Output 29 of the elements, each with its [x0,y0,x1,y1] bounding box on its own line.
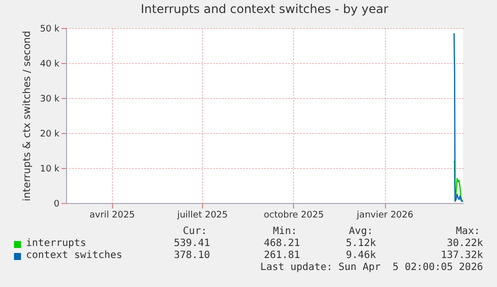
text: Max: [456,226,480,237]
text: 9.46k [346,250,376,261]
text: 5.12k [346,238,376,249]
text: Last update: Sun Apr 5 02:00:05 2026 [260,262,483,273]
x-tick-label: juillet 2025 [176,210,228,220]
y-tick-label: 30 k [40,94,60,104]
chart-title: Interrupts and context switches - by year [140,2,388,16]
text: 30.22k [446,238,483,249]
y-tick-label: 40 k [40,60,60,70]
text: 261.81 [264,250,300,261]
line-series [453,32,463,202]
legend-label: interrupts [26,238,86,249]
text: Min: [272,226,297,237]
text: 378.10 [174,250,210,261]
y-tick-label: 10 k [40,164,60,174]
y-tick-label: 50 k [40,24,60,34]
x-tick-label: avril 2025 [90,210,135,220]
y-tick-label: 0 [54,200,60,210]
text: 137.32k [440,250,483,261]
text: Cur: [182,226,207,237]
x-tick-label: janvier 2026 [356,210,414,220]
line-series [453,160,463,202]
text: 468.21 [264,238,300,249]
y-tick-label: 20 k [40,130,60,140]
y-axis-title: interrupts & ctx switches / second [22,30,33,202]
text: 539.41 [174,238,210,249]
x-tick-label: octobre 2025 [264,210,324,220]
text: Avg: [348,226,373,237]
legend-label: context switches [26,250,122,261]
